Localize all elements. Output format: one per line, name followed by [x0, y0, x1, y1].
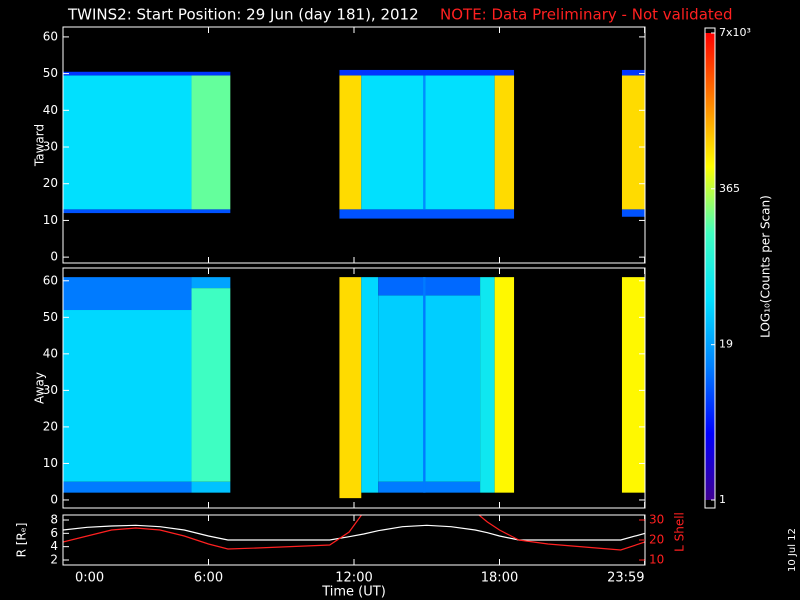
y-tick-label: 60	[43, 29, 58, 43]
x-tick-label: 18:00	[481, 571, 518, 586]
heat-cell	[621, 69, 645, 76]
y-tick-label: 50	[43, 310, 58, 324]
y-tick-label: 10	[43, 456, 58, 470]
heat-cell	[494, 75, 515, 210]
y-tick-label: 4	[50, 539, 58, 553]
heat-cell	[63, 277, 192, 311]
y2-tick-label: 10	[649, 553, 664, 567]
heat-cell	[63, 75, 192, 210]
lines	[63, 515, 645, 551]
y-tick-label: 30	[43, 383, 58, 397]
y-tick-label: 10	[43, 213, 58, 227]
heat-cell	[378, 481, 481, 493]
y-tick-label: 6	[50, 526, 58, 540]
y-tick-label: 20	[43, 419, 58, 433]
heat-cell	[63, 71, 231, 76]
y2-axis-label: L Shell	[673, 512, 687, 552]
title: TWINS2: Start Position: 29 Jun (day 181)…	[67, 6, 419, 24]
heat-cell	[621, 277, 645, 493]
series-line	[63, 515, 645, 551]
y-tick-label: 0	[50, 250, 58, 264]
heat-cell	[191, 288, 231, 482]
y-tick-label: 2	[50, 553, 58, 567]
heat-cell	[361, 75, 495, 210]
heat-cell	[480, 277, 495, 493]
heat-cell	[378, 295, 481, 482]
x-tick-label: 0:00	[75, 571, 104, 586]
heat-cell	[361, 277, 379, 493]
y-tick-label: 0	[50, 492, 58, 506]
y2-tick-label: 20	[649, 533, 664, 547]
y-tick-label: 40	[43, 346, 58, 360]
heatmap	[63, 69, 645, 219]
colorbar-tick-label: 365	[719, 182, 740, 195]
colorbar-tick-label: 1	[719, 493, 726, 506]
heat-cell	[63, 481, 192, 493]
heat-cell	[621, 75, 645, 210]
colorbar-fill	[705, 33, 715, 500]
y-axis-label: R [Rₑ]	[15, 523, 29, 558]
y-tick-label: 60	[43, 273, 58, 287]
heat-cell	[191, 277, 231, 289]
y-tick-label: 40	[43, 103, 58, 117]
heat-cell	[621, 209, 645, 217]
y-tick-label: 30	[43, 140, 58, 154]
note: NOTE: Data Preliminary - Not validated	[440, 6, 733, 24]
x-tick-label: 12:00	[335, 571, 372, 586]
y-axis-label: Away	[33, 372, 47, 404]
heat-cell	[191, 481, 231, 493]
heatmap	[63, 277, 645, 499]
x-tick-label: 6:00	[194, 571, 223, 586]
x-tick-label: 23:59	[607, 571, 644, 586]
heat-cell	[339, 209, 515, 219]
heat-cell	[378, 277, 481, 296]
heat-cell	[191, 75, 231, 210]
x-axis-label: Time (UT)	[321, 585, 386, 600]
y2-tick-label: 30	[649, 513, 664, 527]
heat-cell	[423, 75, 426, 210]
y-axis-label: Taward	[33, 124, 47, 167]
colorbar-tick-label: 19	[719, 338, 733, 351]
date: 10 Jul 12	[787, 528, 798, 572]
y-tick-label: 8	[50, 513, 58, 527]
heat-cell	[339, 75, 362, 210]
heat-cell	[339, 69, 515, 76]
heat-cell	[494, 277, 515, 493]
colorbar-tick-label: 7x10³	[719, 26, 751, 39]
heat-cell	[63, 209, 231, 214]
y-tick-label: 50	[43, 66, 58, 80]
heat-cell	[63, 310, 192, 482]
heat-cell	[423, 277, 426, 493]
heat-cell	[339, 277, 362, 499]
y-tick-label: 20	[43, 176, 58, 190]
colorbar-frame	[704, 27, 716, 509]
colorbar-label: LOG₁₀(Counts per Scan)	[759, 195, 773, 338]
